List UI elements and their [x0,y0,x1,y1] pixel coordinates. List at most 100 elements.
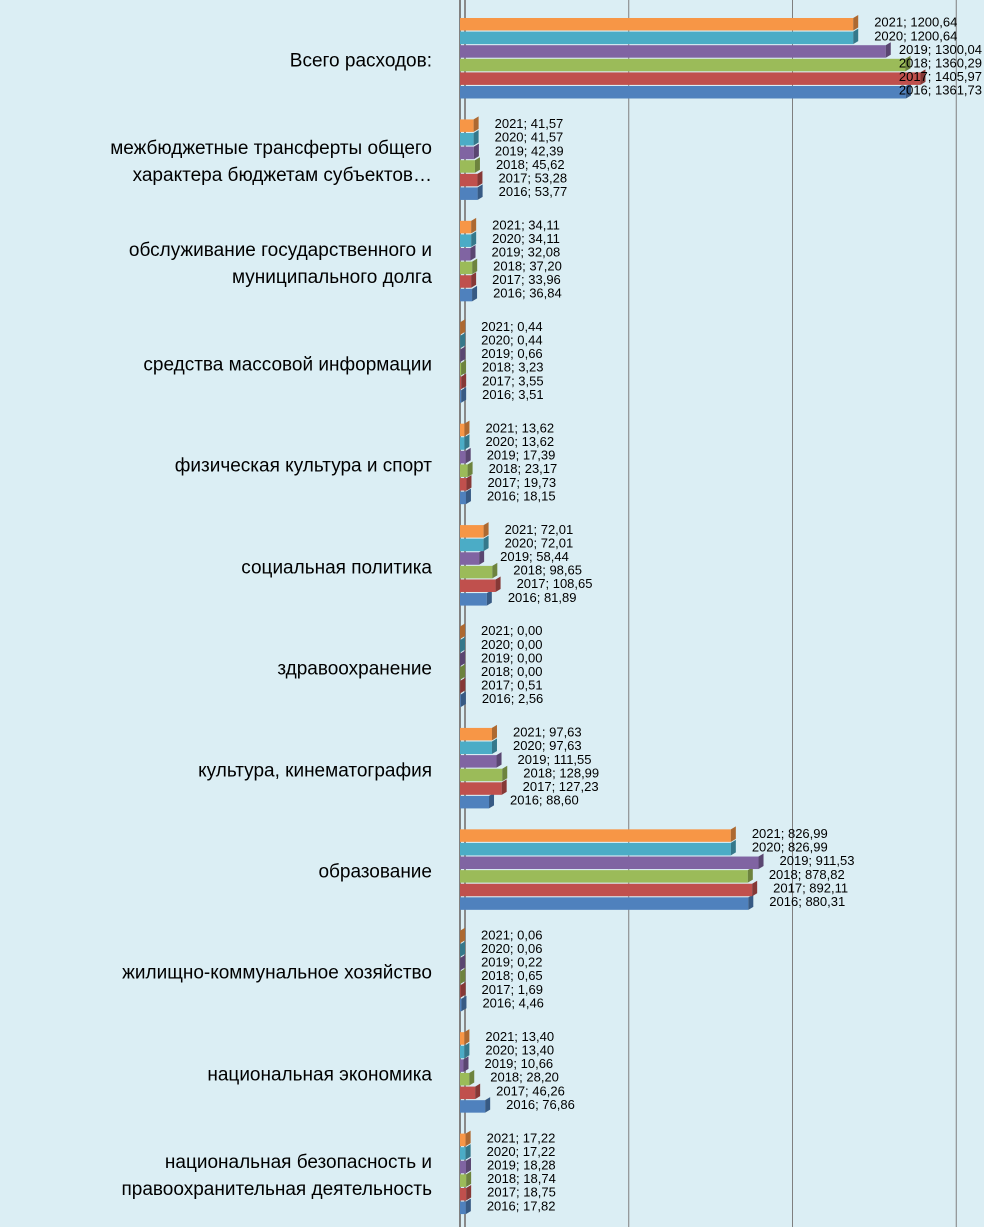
bar-side [730,826,736,842]
data-label: 2019; 0,22 [481,955,542,970]
bar [460,768,503,782]
bar-side [477,170,483,187]
data-label: 2016; 4,46 [482,995,543,1010]
data-label: 2017; 108,65 [517,576,593,591]
data-label: 2018; 23,17 [489,461,558,476]
bar-side [466,1184,472,1201]
data-label: 2020; 41,57 [495,130,564,145]
bar [460,856,759,870]
data-label: 2021; 34,11 [492,218,560,233]
data-label: 2021; 0,00 [481,623,542,638]
data-label: 2021; 0,06 [481,927,542,942]
bar [460,985,461,998]
data-label: 2017; 1405,97 [899,69,982,84]
bar-side [465,1157,471,1174]
bar-side [460,623,465,639]
category-label: национальная экономика [207,1064,432,1086]
data-label: 2016; 880,31 [769,894,845,909]
bar [460,1059,464,1072]
bar [460,795,490,809]
bar-side [758,853,764,870]
bar-side [920,69,926,85]
data-label: 2020; 0,44 [481,333,542,348]
bar [460,464,468,477]
bar [460,31,854,45]
bar-side [466,1171,472,1187]
bar [460,491,466,505]
bar [460,187,478,200]
bar [460,870,748,883]
bar [460,1032,465,1045]
bar-side [471,217,477,234]
bar-side [464,1042,470,1059]
bar [460,579,496,592]
bar-side [483,535,489,552]
bar [460,1133,466,1147]
bar-side [491,738,497,755]
category-label: образование [318,861,432,883]
data-label: 2018; 18,74 [487,1171,556,1186]
data-label: 2018; 0,65 [481,968,542,983]
bar-side [460,664,465,680]
data-label: 2021; 13,40 [485,1029,554,1044]
data-label: 2019; 111,55 [518,752,592,767]
data-label: 2017; 46,26 [496,1083,565,1098]
bar [460,288,473,302]
bar [460,261,473,275]
data-label: 2020; 97,63 [513,738,582,753]
bar [460,119,474,132]
bar-side [461,387,467,403]
bar-side [491,724,497,741]
bar-side [460,968,466,985]
bar-side [460,691,466,707]
data-label: 2017; 18,75 [487,1185,556,1200]
bar-side [460,637,465,653]
bar-side [477,184,483,200]
bar-side [853,28,859,45]
data-label: 2016; 81,89 [508,590,577,605]
data-label: 2016; 36,84 [493,286,562,301]
bar-side [460,941,466,957]
bar-side [853,15,859,31]
data-label: 2019; 0,66 [481,346,542,361]
bar [460,593,487,606]
bar-side [465,447,471,464]
bar-side [467,461,473,477]
bar-side [475,1083,481,1100]
bar [460,782,502,795]
bar-side [473,143,479,160]
bar [460,1201,466,1215]
data-label: 2021; 0,44 [481,319,542,334]
bar [460,694,461,707]
category-label: физическая культура и спорт [174,455,432,477]
bar-side [471,272,477,288]
category-label: социальная политика [241,557,432,579]
data-label: 2018; 45,62 [496,157,565,172]
bar-side [470,245,476,261]
bar [460,829,731,842]
bar [460,133,474,146]
data-label: 2020; 13,40 [485,1042,554,1057]
bar-side [885,42,891,58]
bar-side [460,319,466,335]
bar-side [465,488,471,505]
data-label: 2019; 0,00 [481,650,542,665]
bar-side [465,1144,471,1160]
bar [460,741,492,755]
bar-side [465,1130,471,1147]
bar [460,45,886,58]
bar-side [496,752,502,768]
bar-side [463,1056,469,1072]
data-label: 2021; 13,62 [485,420,554,435]
bar-side [485,1097,491,1113]
bar [460,275,472,288]
data-label: 2017; 127,23 [523,779,599,794]
bar [460,1147,466,1160]
data-label: 2017; 1,69 [482,982,543,997]
bar-side [752,880,758,897]
bar [460,1187,467,1201]
bar [460,1045,465,1059]
data-label: 2017; 33,96 [492,272,561,287]
category-label: национальная безопасность и правоохранит… [121,1152,432,1201]
